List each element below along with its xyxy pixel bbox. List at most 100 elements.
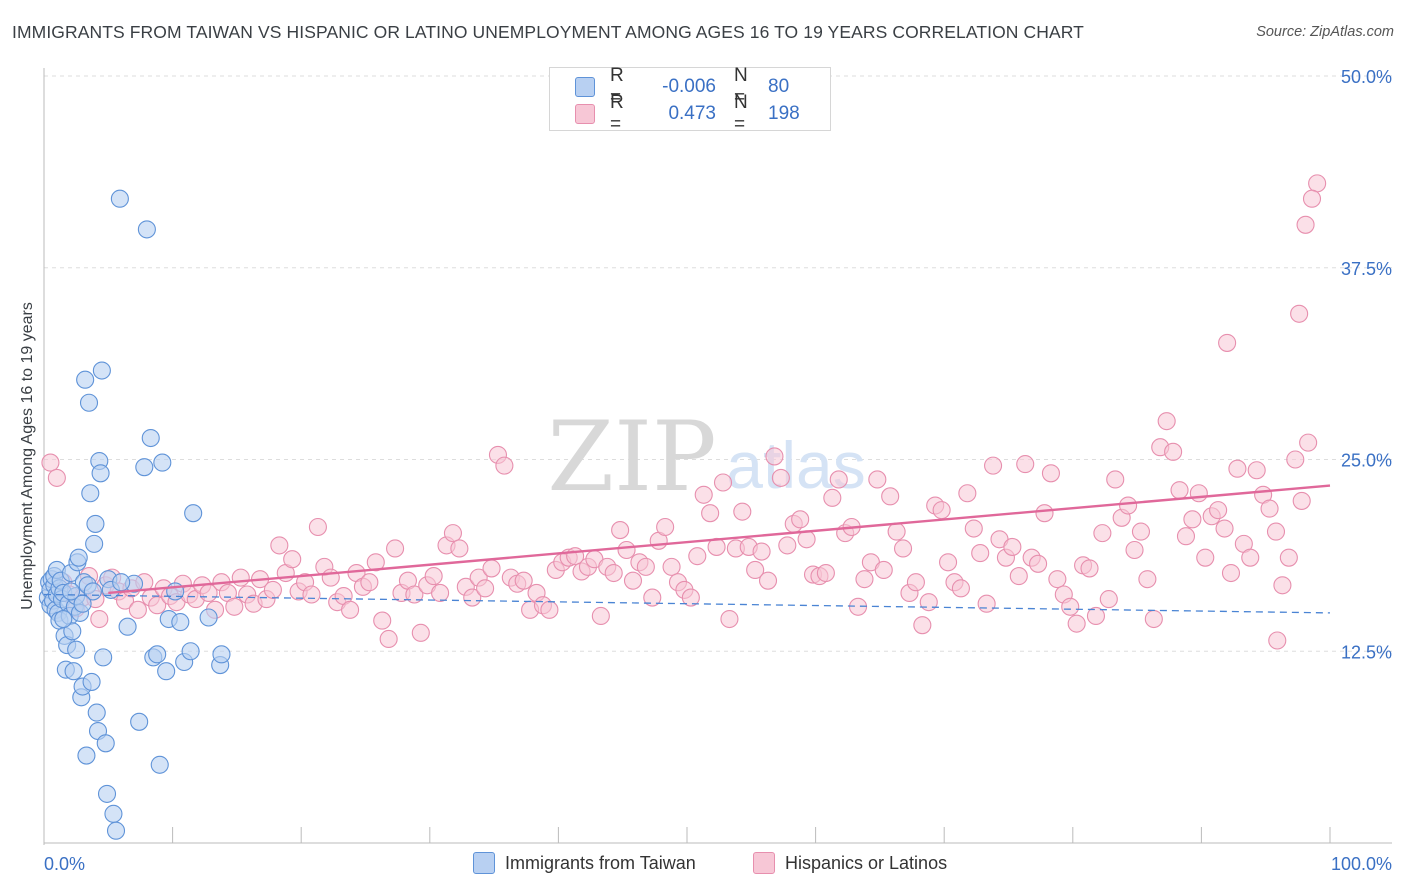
data-point-hispanic <box>1296 215 1315 234</box>
data-point-taiwan <box>85 534 104 553</box>
data-point-taiwan <box>150 755 169 774</box>
data-point-taiwan <box>69 548 88 567</box>
data-point-hispanic <box>1125 540 1144 560</box>
data-point-hispanic <box>681 588 700 607</box>
source-label: Source: ZipAtlas.com <box>1256 24 1394 40</box>
data-point-hispanic <box>855 570 874 589</box>
data-point-taiwan <box>64 662 83 681</box>
data-point-hispanic <box>656 517 675 537</box>
data-point-hispanic <box>1164 442 1183 461</box>
data-point-taiwan <box>79 393 99 412</box>
data-point-hispanic <box>694 485 713 504</box>
data-point-hispanic <box>1273 576 1292 595</box>
data-point-hispanic <box>932 501 951 520</box>
data-point-hispanic <box>746 560 765 579</box>
data-point-hispanic <box>919 593 938 612</box>
data-point-hispanic <box>733 502 752 521</box>
data-point-hispanic <box>752 542 771 561</box>
data-point-hispanic <box>887 522 906 541</box>
data-point-hispanic <box>1299 433 1318 452</box>
data-point-hispanic <box>893 539 913 558</box>
data-point-hispanic <box>1215 519 1234 538</box>
data-point-hispanic <box>1157 412 1176 431</box>
data-point-taiwan <box>67 640 86 659</box>
data-point-hispanic <box>321 568 340 587</box>
data-point-hispanic <box>1279 548 1298 567</box>
trend-line-taiwan <box>43 593 1331 614</box>
data-point-hispanic <box>623 571 643 590</box>
data-point-hispanic <box>1189 484 1208 503</box>
legend-r-label: R = <box>610 65 624 108</box>
data-point-hispanic <box>881 487 900 506</box>
data-point-taiwan <box>91 464 110 483</box>
data-point-taiwan <box>184 504 203 523</box>
data-point-taiwan <box>212 645 231 664</box>
data-point-hispanic <box>405 585 424 604</box>
data-point-hispanic <box>366 553 385 572</box>
data-point-hispanic <box>386 539 405 558</box>
data-point-hispanic <box>604 563 623 583</box>
data-point-hispanic <box>1086 606 1105 626</box>
data-point-taiwan <box>63 622 82 641</box>
legend-item-taiwan: Immigrants from Taiwan <box>473 852 696 874</box>
data-point-hispanic <box>1221 563 1241 583</box>
legend-label-taiwan: Immigrants from Taiwan <box>505 852 696 873</box>
taiwan-points <box>38 189 231 840</box>
data-point-hispanic <box>1308 174 1327 193</box>
data-point-hispanic <box>797 530 816 549</box>
data-point-hispanic <box>1093 524 1112 543</box>
legend-swatch-hispanic <box>753 852 775 874</box>
data-point-taiwan <box>104 804 123 823</box>
watermark-atlas: atlas <box>726 428 865 502</box>
legend-r-value: -0.006 <box>662 76 716 97</box>
data-point-taiwan <box>112 573 131 592</box>
y-axis-label: Unemployment Among Ages 16 to 19 years <box>19 302 36 610</box>
data-point-taiwan <box>118 617 137 636</box>
data-point-hispanic <box>1209 501 1228 520</box>
data-point-taiwan <box>76 370 95 389</box>
data-point-hispanic <box>308 517 327 537</box>
data-point-hispanic <box>617 540 636 560</box>
data-point-taiwan <box>87 703 106 722</box>
data-point-hispanic <box>411 623 430 642</box>
data-point-hispanic <box>1138 570 1157 589</box>
data-point-hispanic <box>906 573 925 592</box>
data-point-hispanic <box>1119 496 1138 515</box>
data-point-hispanic <box>270 536 289 555</box>
data-point-hispanic <box>868 470 887 489</box>
data-point-taiwan <box>135 458 154 477</box>
data-point-hispanic <box>495 456 514 475</box>
data-point-hispanic <box>1067 614 1086 633</box>
data-point-hispanic <box>829 470 848 489</box>
data-point-hispanic <box>47 468 66 487</box>
data-point-hispanic <box>1268 631 1287 650</box>
legend-r-value: 0.473 <box>668 103 716 124</box>
data-point-hispanic <box>1183 510 1202 529</box>
data-point-hispanic <box>939 553 958 572</box>
data-point-hispanic <box>424 567 443 586</box>
data-point-hispanic <box>231 568 250 587</box>
data-point-taiwan <box>82 672 101 691</box>
data-point-hispanic <box>1302 189 1322 208</box>
correlation-legend: R = -0.006 N = 80 R = 0.473 N = 198 <box>549 65 831 135</box>
data-point-hispanic <box>1009 567 1028 586</box>
data-point-taiwan <box>181 642 200 661</box>
data-point-taiwan <box>171 613 190 632</box>
data-point-hispanic <box>771 468 790 487</box>
data-point-hispanic <box>1176 527 1196 546</box>
data-point-taiwan <box>157 662 176 681</box>
y-tick-label: 25.0% <box>1341 451 1392 471</box>
data-point-hispanic <box>514 571 533 590</box>
data-point-hispanic <box>823 488 842 507</box>
legend-n-value: 80 <box>768 76 790 97</box>
data-point-hispanic <box>758 571 778 590</box>
data-point-hispanic <box>791 510 810 529</box>
data-point-hispanic <box>1286 450 1305 469</box>
data-point-hispanic <box>701 504 720 523</box>
x-tick-label-min: 0.0% <box>44 854 85 874</box>
data-point-hispanic <box>643 588 662 607</box>
y-tick-label: 50.0% <box>1341 67 1392 87</box>
data-point-hispanic <box>1260 499 1279 518</box>
data-point-hispanic <box>1290 304 1309 323</box>
legend-swatch-taiwan <box>575 77 595 97</box>
